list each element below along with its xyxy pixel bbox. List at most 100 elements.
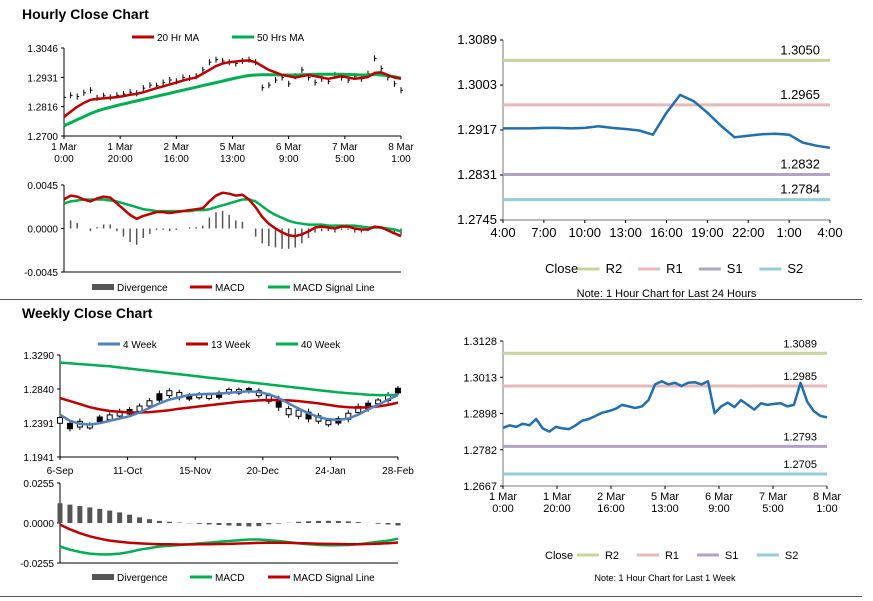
- hourly-macd-y-tick-label: 0.0045: [27, 181, 58, 192]
- weekly-divergence-bar: [77, 506, 83, 523]
- weekly-candle-body: [57, 417, 63, 424]
- weekly-pivots-s1-label: 1.2793: [783, 431, 817, 443]
- hourly-pivots-x-tick-label: 4:00: [817, 225, 842, 240]
- hourly-pivots-x-tick-label: 22:00: [732, 225, 765, 240]
- weekly-candle-body: [106, 414, 113, 421]
- weekly-price-legend-label: 13 Week: [211, 340, 251, 351]
- weekly-pivots-r2-label: 1.3089: [783, 338, 817, 350]
- weekly-pivots-close-line: [502, 380, 828, 433]
- weekly-macd-signal-line: [59, 523, 399, 546]
- weekly-candle-body: [156, 393, 163, 401]
- weekly-pivots-x-tick-label: 5 Mar: [651, 491, 679, 503]
- hourly-price-x-tick-label: 5 Mar: [220, 142, 246, 153]
- section-divider: [0, 299, 862, 300]
- weekly-pivots-note: Note: 1 Hour Chart for Last 1 Week: [595, 573, 736, 583]
- hourly-price-x-tick-label: 6 Mar: [276, 142, 302, 153]
- weekly-pivots-x-tick-label: 1:00: [816, 503, 837, 515]
- weekly-candle-body: [96, 416, 103, 423]
- weekly-divergence-bar: [395, 523, 401, 526]
- hourly-macd-y-tick-label: 0.0000: [27, 225, 58, 236]
- weekly-pivots-x-tick-label: 9:00: [708, 503, 729, 515]
- weekly-divergence-bar: [107, 510, 113, 523]
- hourly-pivots-x-tick-label: 1:00: [776, 225, 801, 240]
- weekly-candle-body: [395, 387, 401, 394]
- weekly-ma13-line: [59, 396, 399, 414]
- weekly-pivots-legend-label: Close: [545, 550, 573, 562]
- weekly-pivots-x-tick-label: 16:00: [597, 503, 625, 515]
- weekly-divergence-bar: [345, 521, 351, 523]
- hourly-price-x-tick-label: 16:00: [164, 154, 189, 165]
- weekly-section-title: Weekly Close Chart: [22, 305, 153, 321]
- weekly-divergence-bar: [67, 504, 73, 523]
- hourly-pivots-y-tick-label: 1.2745: [457, 212, 497, 227]
- hourly-price-x-tick-label: 8 Mar: [388, 142, 414, 153]
- weekly-divergence-bar: [276, 523, 282, 524]
- weekly-divergence-bar: [296, 521, 302, 523]
- hourly-price-x-tick-label: 20:00: [108, 154, 133, 165]
- hourly-ma20-line: [63, 59, 402, 118]
- hourly-price-x-tick-label: 1:00: [391, 154, 411, 165]
- weekly-candle-body: [285, 408, 292, 416]
- hourly-pivots-x-tick-label: 13:00: [609, 225, 642, 240]
- weekly-divergence-bar: [196, 523, 202, 524]
- hourly-pivots-close-line: [503, 93, 831, 150]
- hourly-pivots-x-tick-label: 10:00: [568, 225, 601, 240]
- weekly-pivots-x-tick-label: 8 Mar: [813, 491, 841, 503]
- hourly-pivots-note: Note: 1 Hour Chart for Last 24 Hours: [577, 288, 757, 300]
- weekly-price-x-tick-label: 15-Nov: [179, 466, 211, 477]
- hourly-section-title: Hourly Close Chart: [22, 6, 149, 22]
- hourly-pivots-r1-label: 1.2965: [780, 87, 820, 102]
- hourly-pivots-r2-label: 1.3050: [780, 42, 820, 57]
- weekly-pivots-y-tick-label: 1.2667: [463, 481, 497, 493]
- hourly-pivots-s2-label: 1.2784: [780, 182, 820, 197]
- weekly-macd-y-tick-label: -0.0255: [20, 559, 54, 570]
- weekly-divergence-bar: [206, 523, 212, 525]
- weekly-pivots-x-tick-label: 7 Mar: [759, 491, 787, 503]
- weekly-divergence-bar: [256, 523, 262, 527]
- hourly-pivots-y-tick-label: 1.3089: [457, 32, 497, 47]
- weekly-pivots-y-tick-label: 1.3128: [463, 336, 497, 348]
- weekly-divergence-bar: [325, 520, 331, 523]
- hourly-pivots-x-tick-label: 4:00: [490, 225, 515, 240]
- hourly-macd-y-tick-label: -0.0045: [24, 268, 58, 279]
- hourly-price-x-tick-label: 7 Mar: [332, 142, 358, 153]
- weekly-divergence-bar: [87, 507, 93, 523]
- weekly-divergence-bar: [117, 512, 123, 523]
- hourly-ma50-line: [63, 72, 402, 128]
- hourly-pivots-x-tick-label: 7:00: [531, 225, 556, 240]
- weekly-candle-body: [295, 409, 302, 417]
- hourly-pivots-legend-label: Close: [545, 261, 578, 276]
- weekly-divergence-bar: [355, 522, 361, 523]
- weekly-divergence-bar: [315, 520, 321, 523]
- weekly-price-legend-label: 40 Week: [301, 340, 341, 351]
- weekly-price-y-tick-label: 1.2840: [23, 385, 54, 396]
- weekly-candle-body: [146, 400, 153, 407]
- hourly-price-x-tick-label: 9:00: [279, 154, 299, 165]
- weekly-pivots-x-tick-label: 5:00: [762, 503, 783, 515]
- weekly-pivots-legend-label: S1: [725, 550, 738, 562]
- weekly-pivots-x-tick-label: 20:00: [543, 503, 571, 515]
- weekly-divergence-bar: [137, 517, 143, 523]
- weekly-divergence-bar: [127, 514, 133, 523]
- weekly-pivots-legend-label: R2: [605, 550, 619, 562]
- hourly-macd-legend-label: MACD Signal Line: [293, 283, 375, 294]
- hourly-price-x-tick-label: 5:00: [335, 154, 355, 165]
- weekly-price-legend-label: 4 Week: [123, 340, 158, 351]
- weekly-price-x-tick-label: 20-Dec: [247, 466, 279, 477]
- weekly-pivots-y-tick-label: 1.2782: [463, 445, 497, 457]
- hourly-pivots-s1-label: 1.2832: [780, 156, 820, 171]
- weekly-divergence-bar: [156, 520, 162, 523]
- weekly-candle-body: [66, 422, 73, 430]
- weekly-divergence-bar: [216, 523, 222, 525]
- weekly-candle-body: [325, 420, 332, 426]
- hourly-price-y-tick-label: 1.2700: [27, 132, 58, 143]
- weekly-divergence-bar: [146, 519, 152, 523]
- weekly-macd-legend-label: MACD: [215, 573, 244, 584]
- weekly-divergence-bar: [375, 523, 381, 524]
- weekly-divergence-bar: [236, 523, 242, 526]
- weekly-divergence-bar: [97, 508, 103, 523]
- weekly-ma4-line: [59, 390, 399, 426]
- weekly-pivots-x-tick-label: 13:00: [651, 503, 679, 515]
- weekly-divergence-bar: [306, 521, 312, 523]
- hourly-macd-line: [63, 191, 402, 238]
